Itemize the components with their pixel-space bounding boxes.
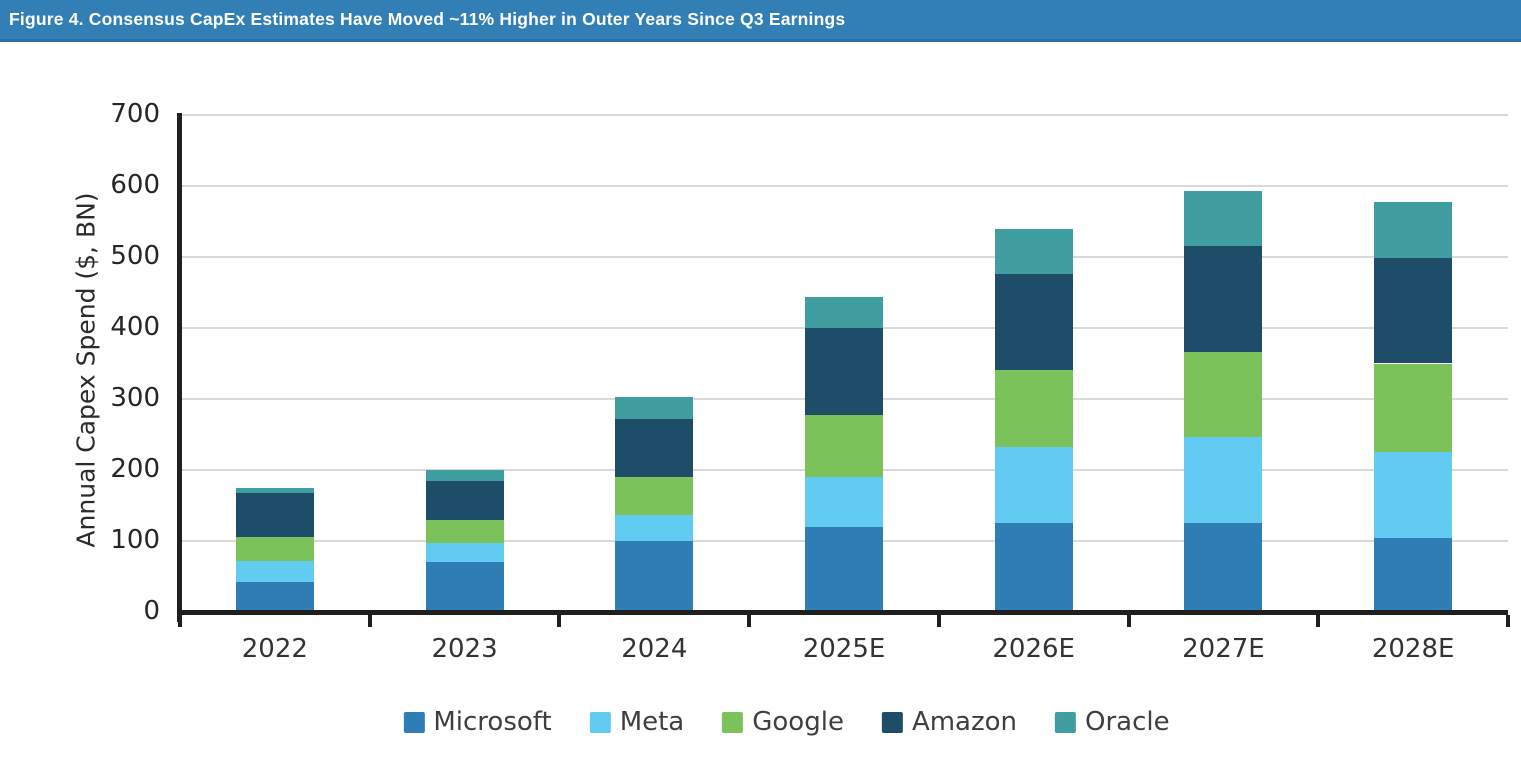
legend-item-google: Google: [722, 707, 844, 737]
bar-segment-google-2027e: [1184, 352, 1263, 438]
x-axis-tick-6: [1316, 615, 1321, 627]
y-tick-label-0: 0: [143, 595, 160, 626]
bar-segment-meta-2024: [615, 514, 694, 541]
x-axis-tick-3: [747, 615, 752, 627]
bar-segment-meta-2022: [235, 560, 314, 583]
legend-item-microsoft: Microsoft: [403, 707, 552, 737]
bar-segment-oracle-2022: [235, 487, 314, 494]
legend-swatch-oracle: [1055, 711, 1077, 733]
bar-segment-google-2028e: [1374, 363, 1453, 452]
y-tick-label-600: 600: [110, 169, 160, 200]
y-axis-spine: [177, 113, 182, 622]
bar-segment-google-2022: [235, 537, 314, 561]
legend-swatch-meta: [589, 711, 611, 733]
bar-segment-meta-2025e: [805, 477, 883, 527]
bar-segment-meta-2023: [425, 543, 504, 563]
gridline-600: [180, 185, 1508, 187]
bar-segment-meta-2028e: [1374, 451, 1453, 539]
bar-segment-amazon-2026e: [994, 274, 1073, 370]
bar-segment-amazon-2024: [615, 418, 694, 478]
bar-segment-microsoft-2022: [235, 582, 314, 612]
bar-segment-google-2024: [615, 477, 694, 515]
bar-segment-microsoft-2028e: [1374, 538, 1453, 612]
chart-legend: Microsoft Meta Google Amazon Oracle: [403, 707, 1170, 737]
legend-swatch-amazon: [881, 711, 903, 733]
bar-segment-meta-2027e: [1184, 437, 1263, 523]
x-axis-label-2024: 2024: [621, 634, 688, 664]
legend-label-meta: Meta: [619, 707, 685, 737]
bar-segment-amazon-2025e: [805, 328, 883, 415]
x-axis-label-2025e: 2025E: [802, 634, 886, 664]
x-axis-tick-2: [557, 615, 562, 627]
bar-segment-google-2025e: [805, 414, 883, 478]
bar-segment-amazon-2023: [425, 480, 504, 520]
bar-segment-oracle-2023: [425, 470, 504, 481]
bar-segment-microsoft-2024: [615, 541, 694, 612]
y-tick-label-700: 700: [110, 98, 160, 129]
x-axis-tick-5: [1126, 615, 1131, 627]
x-axis-label-2027e: 2027E: [1182, 634, 1265, 664]
y-tick-label-400: 400: [110, 311, 160, 342]
x-axis-tick-0: [178, 615, 182, 627]
legend-item-amazon: Amazon: [881, 707, 1018, 737]
x-axis-label-2026e: 2026E: [992, 634, 1075, 664]
x-axis-tick-1: [367, 615, 372, 627]
bar-segment-oracle-2026e: [994, 228, 1073, 275]
legend-label-google: Google: [752, 707, 844, 737]
y-tick-label-300: 300: [110, 382, 160, 413]
legend-label-oracle: Oracle: [1085, 707, 1170, 737]
bar-segment-amazon-2027e: [1184, 245, 1263, 353]
x-axis-tick-7: [1506, 615, 1510, 627]
y-tick-label-200: 200: [110, 453, 160, 484]
bar-segment-microsoft-2026e: [994, 523, 1073, 612]
bar-segment-microsoft-2027e: [1184, 522, 1263, 612]
bar-segment-amazon-2028e: [1374, 258, 1453, 364]
bar-segment-microsoft-2025e: [805, 526, 883, 612]
legend-item-meta: Meta: [589, 707, 685, 737]
bar-segment-google-2023: [425, 519, 504, 544]
y-tick-label-100: 100: [110, 524, 160, 555]
bar-segment-google-2026e: [994, 369, 1073, 447]
figure-header: Figure 4. Consensus CapEx Estimates Have…: [0, 0, 1521, 42]
legend-item-oracle: Oracle: [1055, 707, 1170, 737]
gridline-700: [180, 114, 1508, 116]
bar-segment-oracle-2027e: [1184, 190, 1263, 246]
figure-title: Figure 4. Consensus CapEx Estimates Have…: [9, 9, 846, 29]
x-axis-label-2023: 2023: [431, 634, 498, 664]
bar-segment-microsoft-2023: [425, 562, 504, 612]
x-axis-line: [177, 610, 1508, 615]
x-axis-label-2022: 2022: [241, 634, 308, 664]
x-axis-tick-4: [936, 615, 941, 627]
legend-label-microsoft: Microsoft: [433, 707, 552, 737]
bar-segment-oracle-2025e: [805, 297, 883, 328]
bar-segment-oracle-2028e: [1374, 201, 1453, 259]
bar-segment-meta-2026e: [994, 446, 1073, 524]
x-axis-label-2028e: 2028E: [1371, 634, 1455, 664]
legend-swatch-microsoft: [403, 711, 425, 733]
bar-segment-oracle-2024: [615, 396, 694, 419]
gridline-500: [180, 256, 1508, 258]
y-tick-label-500: 500: [110, 240, 160, 271]
bar-segment-amazon-2022: [235, 493, 314, 538]
legend-label-amazon: Amazon: [911, 707, 1018, 737]
legend-swatch-google: [722, 711, 744, 733]
